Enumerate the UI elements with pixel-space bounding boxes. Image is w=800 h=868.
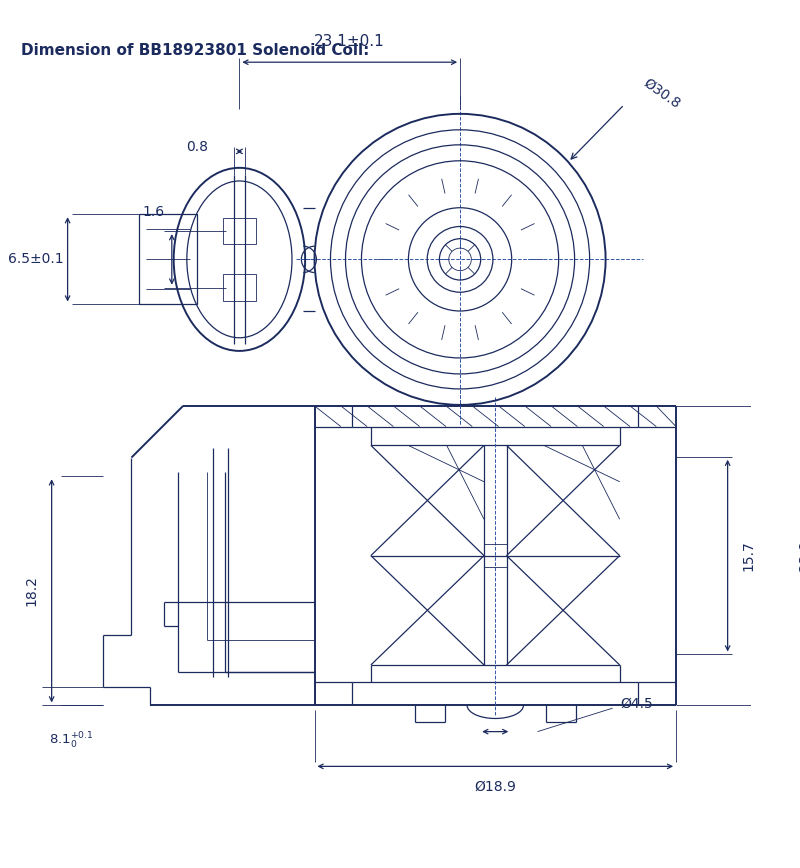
Text: Ø18.9: Ø18.9	[474, 780, 516, 794]
Text: Ø4.5: Ø4.5	[620, 696, 653, 711]
Text: 18.2: 18.2	[24, 575, 38, 606]
Text: 23.1±0.1: 23.1±0.1	[314, 34, 385, 49]
Text: 1.6: 1.6	[142, 206, 164, 220]
Text: 8.1$^{+0.1}_{0}$: 8.1$^{+0.1}_{0}$	[49, 731, 94, 751]
Bar	[222, 274, 256, 300]
Bar	[139, 214, 197, 305]
Bar	[222, 218, 256, 245]
Text: Dimension of BB18923801 Solenoid Coil:: Dimension of BB18923801 Solenoid Coil:	[21, 43, 369, 58]
Text: 23.8: 23.8	[798, 540, 800, 571]
Text: 0.8: 0.8	[186, 140, 208, 154]
Text: Ø30.8: Ø30.8	[640, 76, 682, 111]
Text: 6.5±0.1: 6.5±0.1	[8, 253, 63, 266]
Text: 15.7: 15.7	[742, 540, 755, 571]
